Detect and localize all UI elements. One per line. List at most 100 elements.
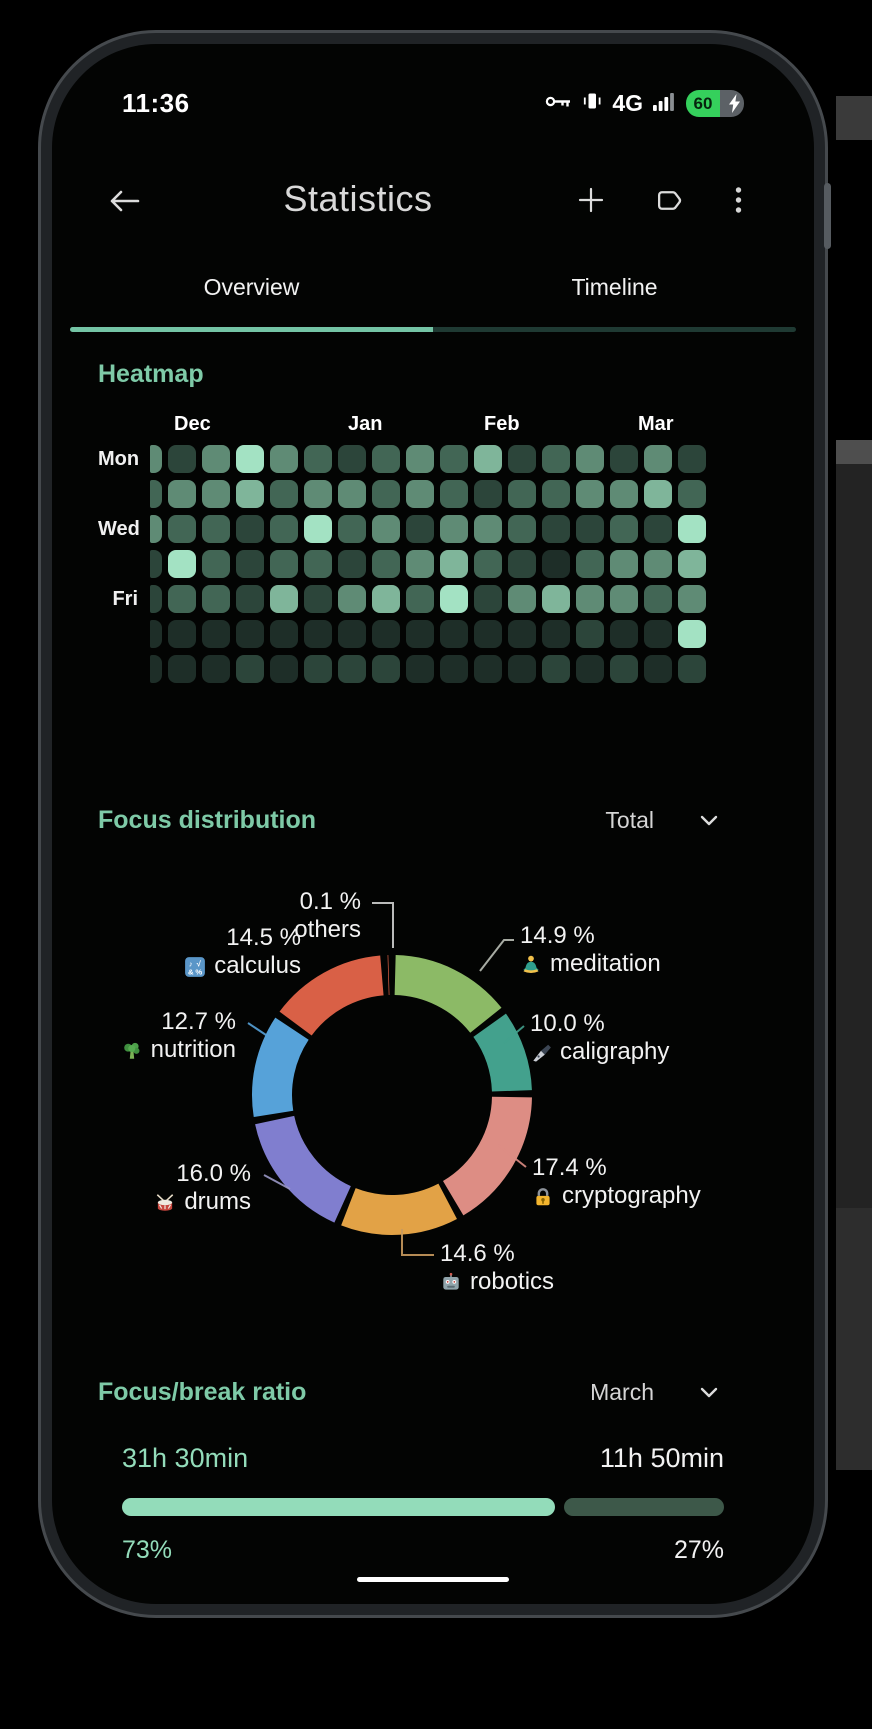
heatmap-cell[interactable] [168,620,196,648]
heatmap-cell[interactable] [338,620,366,648]
heatmap-cell[interactable] [678,445,706,473]
donut-slice-nutrition[interactable] [252,1017,310,1118]
tab-timeline[interactable]: Timeline [571,274,658,300]
overflow-menu-icon[interactable] [735,186,742,219]
heatmap-cell[interactable] [372,620,400,648]
month-dropdown[interactable]: March [590,1379,718,1406]
heatmap-cell[interactable] [372,550,400,578]
heatmap-cell[interactable] [270,480,298,508]
heatmap-cell[interactable] [610,655,638,683]
heatmap-cell[interactable] [508,480,536,508]
heatmap-cell[interactable] [678,655,706,683]
heatmap-cell[interactable] [150,445,162,473]
month-dropdown-value[interactable]: March [590,1379,654,1405]
heatmap-cell[interactable] [168,515,196,543]
heatmap-cell[interactable] [236,620,264,648]
heatmap-cell[interactable] [150,620,162,648]
heatmap-cell[interactable] [508,585,536,613]
heatmap-cell[interactable] [576,445,604,473]
heatmap-cell[interactable] [406,480,434,508]
heatmap-cell[interactable] [150,585,162,613]
heatmap-cell[interactable] [440,515,468,543]
back-arrow-icon[interactable] [108,188,140,219]
heatmap-cell[interactable] [372,515,400,543]
heatmap-cell[interactable] [474,620,502,648]
power-button[interactable] [824,183,831,249]
heatmap-cell[interactable] [202,550,230,578]
donut-slice-meditation[interactable] [393,955,502,1034]
range-dropdown[interactable]: Total [605,807,718,834]
heatmap-cell[interactable] [542,515,570,543]
heatmap-cell[interactable] [236,445,264,473]
heatmap-cell[interactable] [150,655,162,683]
heatmap-cell[interactable] [474,550,502,578]
heatmap-cell[interactable] [678,620,706,648]
heatmap-cell[interactable] [610,585,638,613]
heatmap-cell[interactable] [372,445,400,473]
heatmap-cell[interactable] [440,445,468,473]
heatmap-cell[interactable] [372,480,400,508]
heatmap-cell[interactable] [678,515,706,543]
heatmap-cell[interactable] [576,655,604,683]
heatmap-cell[interactable] [610,550,638,578]
heatmap-cell[interactable] [576,480,604,508]
heatmap-cell[interactable] [474,515,502,543]
heatmap-cell[interactable] [678,480,706,508]
heatmap-cell[interactable] [202,620,230,648]
tab-overview[interactable]: Overview [203,274,300,300]
heatmap-cell[interactable] [610,620,638,648]
heatmap-cell[interactable] [202,655,230,683]
heatmap-cell[interactable] [406,550,434,578]
heatmap-cell[interactable] [168,655,196,683]
heatmap-cell[interactable] [440,620,468,648]
heatmap-cell[interactable] [474,480,502,508]
heatmap-cell[interactable] [270,445,298,473]
heatmap-cell[interactable] [338,585,366,613]
heatmap-cell[interactable] [440,550,468,578]
heatmap-cell[interactable] [610,480,638,508]
heatmap-cell[interactable] [270,620,298,648]
heatmap-cell[interactable] [610,445,638,473]
heatmap-cell[interactable] [202,480,230,508]
heatmap-cell[interactable] [168,550,196,578]
heatmap-cell[interactable] [474,585,502,613]
heatmap-cell[interactable] [542,550,570,578]
heatmap-cell[interactable] [644,480,672,508]
heatmap-cell[interactable] [304,550,332,578]
heatmap-cell[interactable] [338,480,366,508]
heatmap-cell[interactable] [270,655,298,683]
heatmap-cell[interactable] [644,445,672,473]
heatmap-cell[interactable] [236,655,264,683]
heatmap-cell[interactable] [542,480,570,508]
donut-slice-calculus[interactable] [279,955,385,1036]
heatmap-cell[interactable] [644,550,672,578]
heatmap-cell[interactable] [150,550,162,578]
add-icon[interactable] [577,186,605,219]
heatmap-cell[interactable] [406,620,434,648]
heatmap-cell[interactable] [440,655,468,683]
heatmap-cell[interactable] [338,655,366,683]
heatmap-cell[interactable] [610,515,638,543]
range-dropdown-value[interactable]: Total [605,807,654,833]
heatmap-cell[interactable] [644,655,672,683]
heatmap-cell[interactable] [440,480,468,508]
heatmap-cell[interactable] [304,515,332,543]
heatmap-cell[interactable] [644,515,672,543]
heatmap-cell[interactable] [304,585,332,613]
heatmap-cell[interactable] [678,585,706,613]
heatmap-cell[interactable] [474,445,502,473]
home-indicator[interactable] [357,1577,509,1582]
heatmap-cell[interactable] [270,515,298,543]
donut-slice-cryptography[interactable] [442,1096,532,1216]
heatmap-cell[interactable] [406,445,434,473]
heatmap-cell[interactable] [508,445,536,473]
heatmap-cell[interactable] [270,550,298,578]
heatmap-cell[interactable] [202,515,230,543]
heatmap-cell[interactable] [270,585,298,613]
heatmap-cell[interactable] [406,655,434,683]
heatmap-cell[interactable] [168,445,196,473]
heatmap-cell[interactable] [508,620,536,648]
heatmap-cell[interactable] [338,445,366,473]
heatmap-cell[interactable] [576,550,604,578]
heatmap-cell[interactable] [406,515,434,543]
